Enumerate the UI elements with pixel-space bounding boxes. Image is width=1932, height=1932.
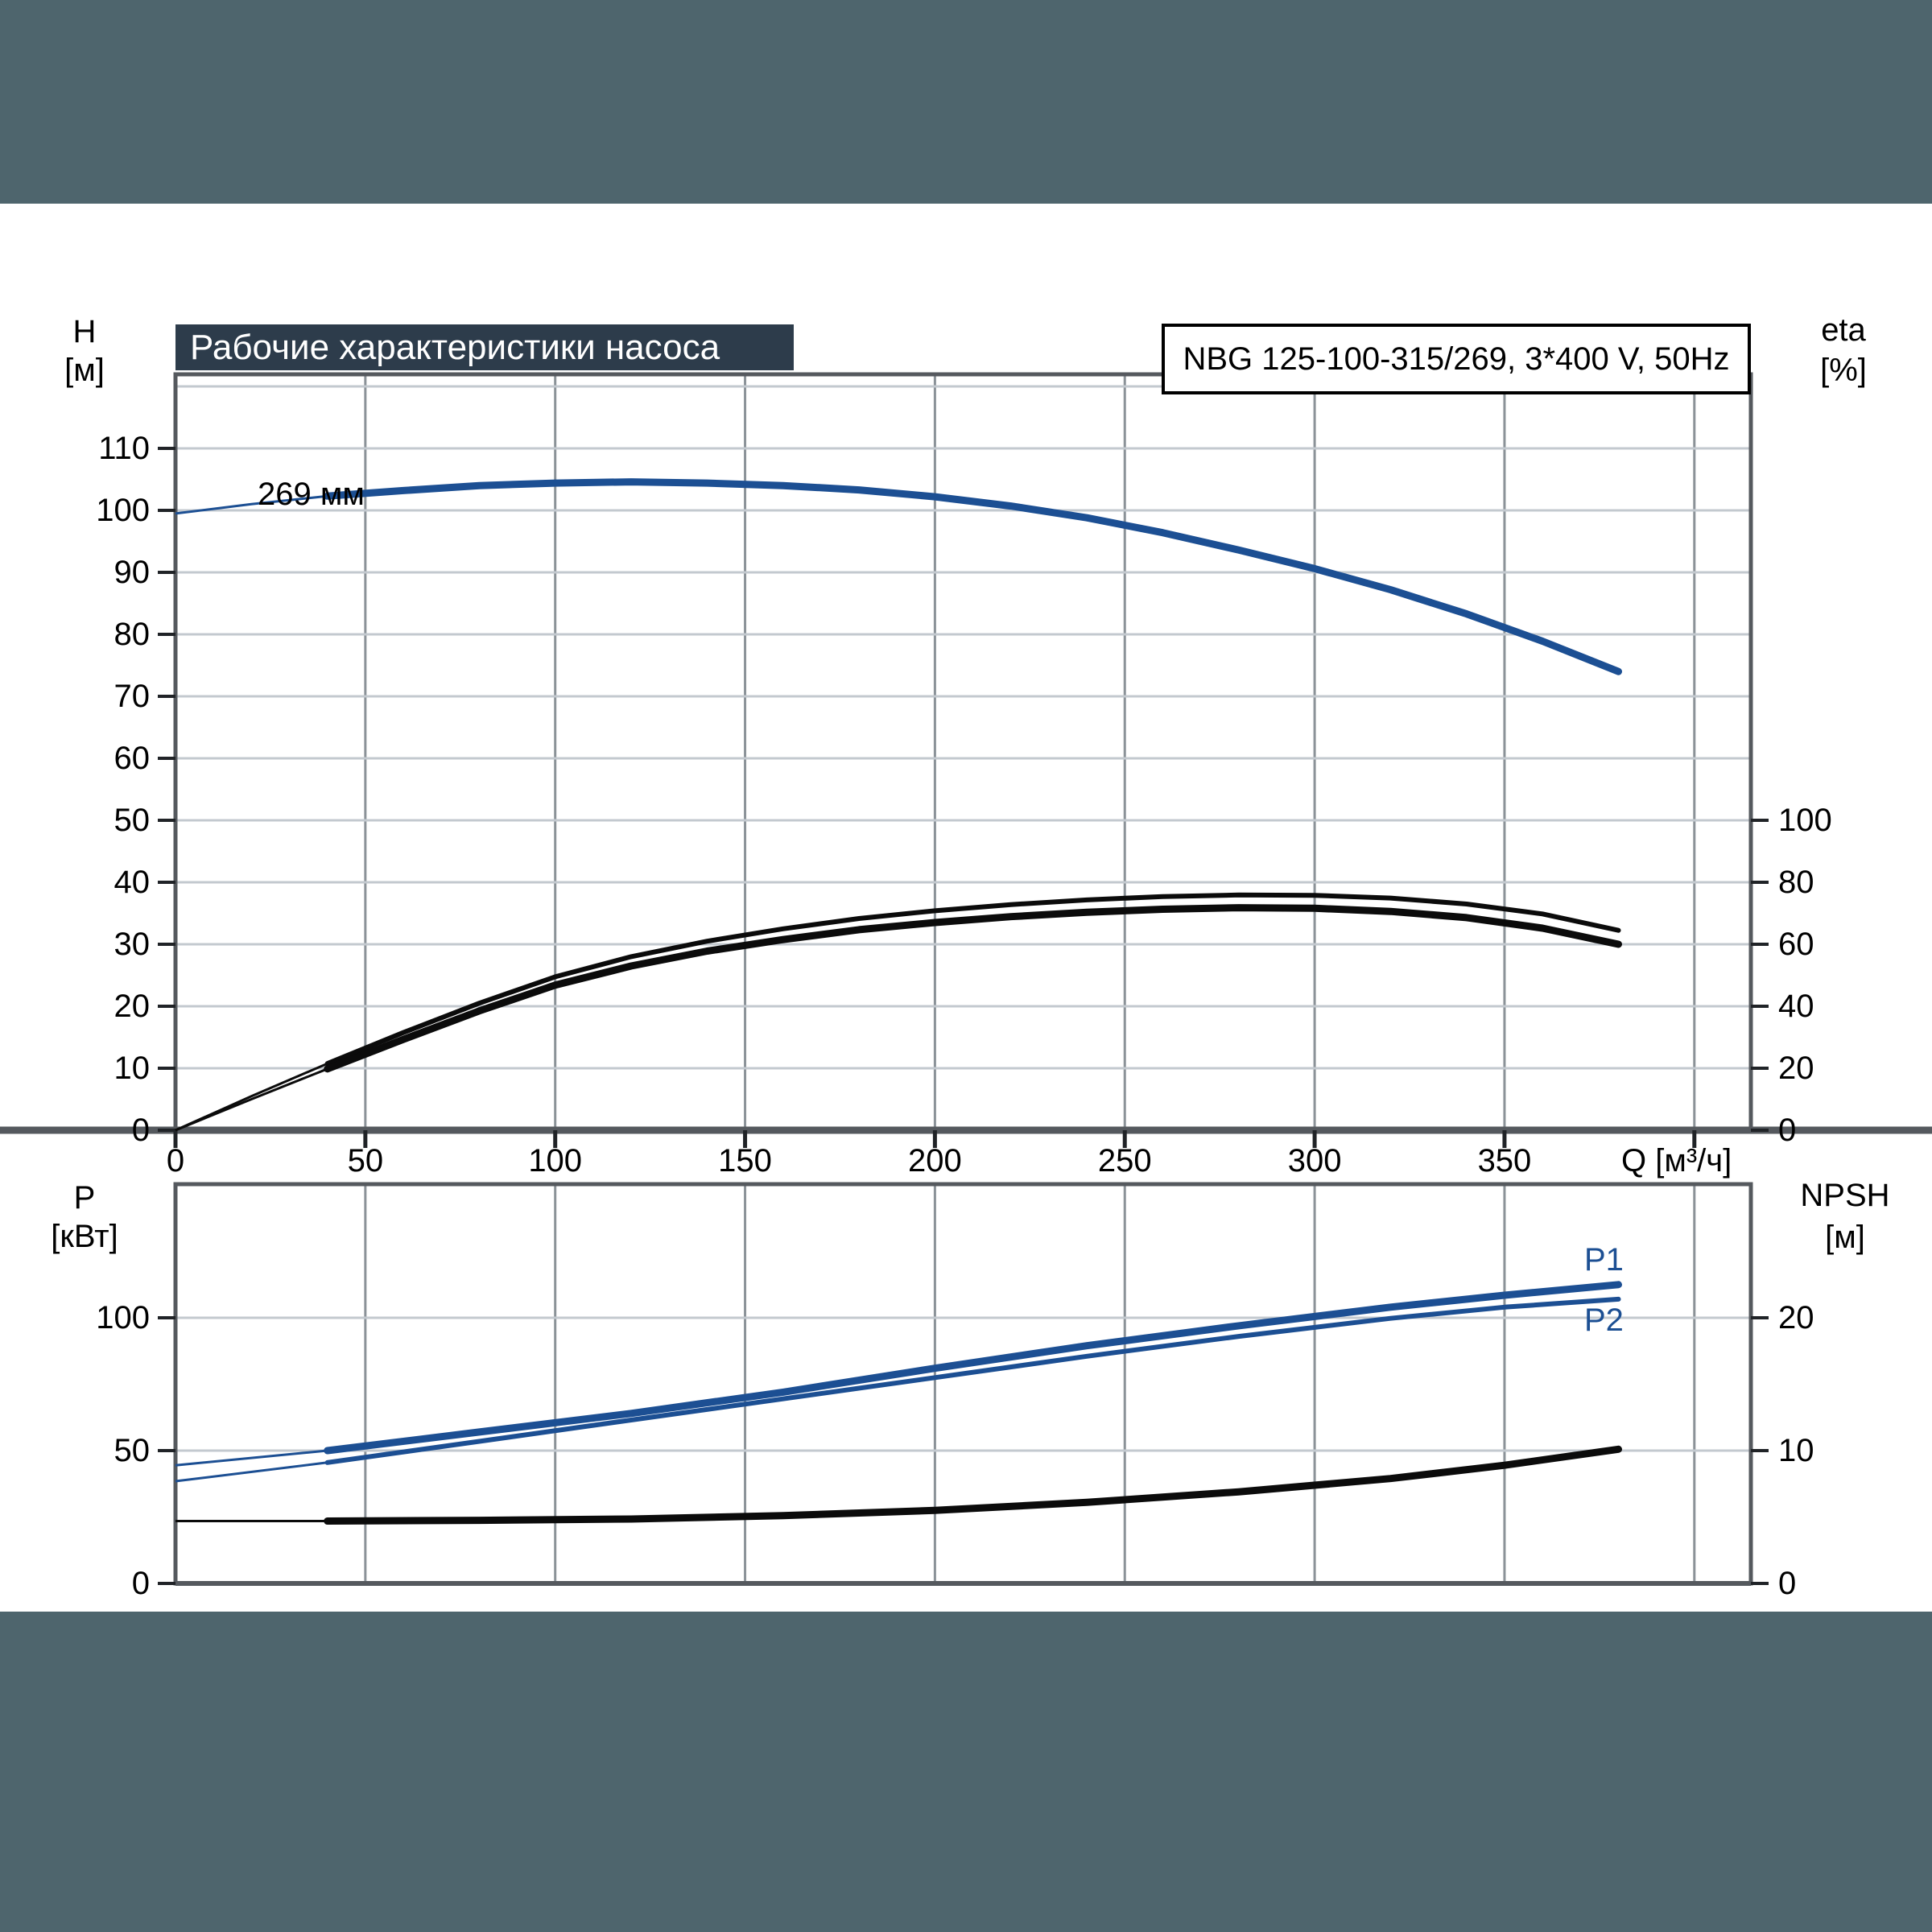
p2-curve-label: P2 (1584, 1302, 1624, 1338)
h-axis-title: H (72, 314, 97, 349)
impeller-diameter-label: 269 мм (258, 477, 365, 512)
p-axis-unit: [кВт] (51, 1219, 118, 1254)
curve-P1 (324, 1281, 1622, 1455)
y-left-tick-label: 100 (96, 1300, 150, 1335)
y-right-tick-label: 80 (1778, 865, 1814, 900)
p-axis-title: P (73, 1180, 96, 1216)
curve-head-269mm (324, 478, 1622, 675)
curve-eta-pump (324, 892, 1621, 1067)
curve-eta-pump-motor (324, 904, 1622, 1073)
curve-eta-pump-motor-thin (175, 906, 1619, 1132)
x-axis-tick-label: 0 (166, 1143, 185, 1179)
x-axis-tick-label: 50 (347, 1143, 384, 1179)
x-axis-tick-label: 100 (528, 1143, 583, 1179)
pump-model-label: NBG 125-100-315/269, 3*400 V, 50Hz (1162, 324, 1751, 394)
y-left-tick-label: 0 (131, 1566, 150, 1601)
x-axis-tick-label: 250 (1097, 1143, 1152, 1179)
x-axis-tick-label: 350 (1477, 1143, 1532, 1179)
h-axis-unit: [м] (64, 353, 105, 388)
y-right-tick-label: 40 (1778, 989, 1814, 1024)
p1-curve-label: P1 (1584, 1242, 1624, 1278)
y-right-tick-label: 20 (1778, 1300, 1814, 1335)
npsh-axis-unit: [м] (1825, 1220, 1865, 1255)
y-right-tick-label: 0 (1778, 1113, 1797, 1148)
y-left-tick-label: 0 (131, 1113, 150, 1148)
y-left-tick-label: 90 (114, 555, 151, 590)
y-left-tick-label: 20 (114, 989, 151, 1024)
eta-axis-unit: [%] (1820, 353, 1867, 388)
page-title: Рабочие характеристики насоса (175, 324, 794, 370)
y-right-tick-label: 100 (1778, 803, 1832, 838)
npsh-axis-title: NPSH (1800, 1178, 1890, 1213)
y-right-tick-label: 20 (1778, 1051, 1814, 1086)
y-left-tick-label: 100 (96, 493, 150, 528)
x-axis-tick-label: 150 (718, 1143, 772, 1179)
y-right-tick-label: 0 (1778, 1566, 1797, 1601)
y-left-tick-label: 40 (114, 865, 151, 900)
y-left-tick-label: 30 (114, 927, 151, 962)
y-left-tick-label: 60 (114, 741, 151, 776)
y-right-tick-label: 10 (1778, 1433, 1814, 1468)
y-left-tick-label: 70 (114, 679, 151, 714)
y-right-tick-label: 60 (1778, 927, 1814, 962)
curve-eta-pump-thin (175, 894, 1619, 1132)
y-left-tick-label: 80 (114, 617, 151, 652)
x-axis-tick-label: 200 (908, 1143, 962, 1179)
y-left-tick-label: 110 (98, 431, 150, 466)
q-axis-title: Q [м³/ч] (1621, 1143, 1732, 1179)
y-left-tick-label: 50 (114, 1433, 151, 1468)
curve-NPSH (324, 1445, 1622, 1525)
eta-axis-title: eta (1821, 312, 1866, 348)
x-axis-tick-label: 300 (1287, 1143, 1342, 1179)
y-left-tick-label: 10 (114, 1051, 151, 1086)
curve-P2 (324, 1296, 1621, 1465)
y-left-tick-label: 50 (114, 803, 151, 838)
